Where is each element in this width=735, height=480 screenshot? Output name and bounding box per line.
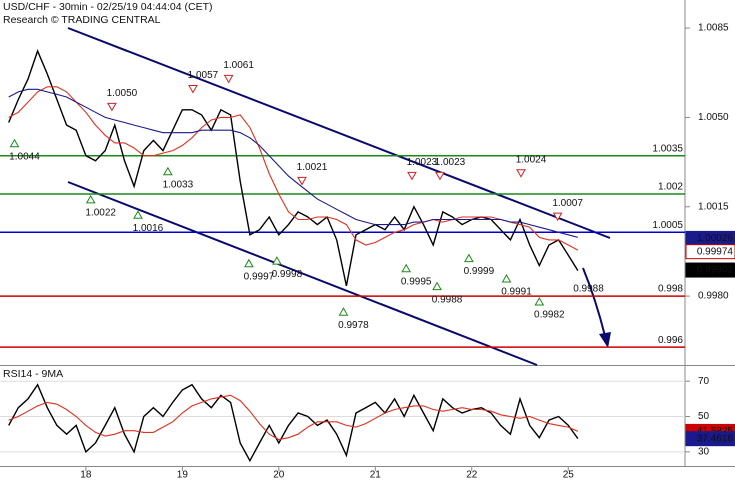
last-value-label: 37.4616: [697, 433, 734, 444]
annotation-label: 1.0007: [552, 198, 583, 209]
y-tick-label: 1.0085: [698, 23, 729, 34]
support-marker: [464, 253, 474, 263]
last-value-box: [685, 262, 735, 278]
resistance-marker: [297, 176, 307, 186]
support-marker: [534, 296, 545, 306]
annotation-label: 1.0022: [85, 208, 116, 219]
support-marker: [401, 263, 412, 273]
resistance-marker: [407, 171, 417, 181]
support-marker: [85, 194, 96, 204]
target-label: 0.9988: [573, 283, 604, 294]
support-marker: [163, 166, 173, 176]
x-tick-label: 18: [80, 470, 92, 480]
annotation-label: 0.9998: [272, 269, 303, 280]
y-tick-label: 70: [698, 376, 710, 387]
x-tick-label: 20: [273, 470, 285, 480]
series-line: [8, 383, 579, 463]
resistance-marker: [107, 102, 117, 112]
x-tick-label: 25: [563, 470, 575, 480]
annotation-label: 1.0016: [133, 223, 164, 234]
resistance-marker: [223, 74, 234, 84]
forecast-arrow: [582, 267, 606, 337]
annotation-label: 0.9999: [464, 266, 495, 277]
resistance-marker: [188, 85, 198, 94]
level-label: 0.998: [658, 284, 683, 295]
annotation-label: 0.9991: [501, 287, 532, 298]
annotation-label: 1.0023: [407, 157, 438, 168]
upper-channel-line: [67, 27, 611, 239]
annotation-label: 1.0023: [435, 157, 466, 168]
support-marker: [272, 256, 282, 265]
y-tick-label: 1.0015: [698, 201, 729, 212]
resistance-marker: [435, 171, 445, 181]
forecast-arrowhead: [599, 332, 611, 348]
support-marker: [338, 307, 349, 316]
lower-channel-line: [67, 181, 538, 366]
resistance-marker: [516, 169, 526, 178]
x-tick-label: 19: [177, 470, 189, 480]
last-value-label: 0.99974: [697, 246, 734, 257]
x-tick-label: 22: [466, 470, 478, 480]
series-line: [8, 394, 579, 441]
last-value-label: 1.00026: [697, 233, 734, 244]
annotation-label: 1.0024: [516, 154, 547, 165]
chart-subtitle: Research © TRADING CENTRAL: [3, 14, 161, 26]
y-tick-label: 0.9980: [698, 291, 729, 302]
annotation-label: 0.9978: [338, 320, 369, 331]
series-line: [8, 86, 579, 251]
support-marker: [432, 281, 442, 291]
last-value-box: [685, 244, 735, 260]
rsi-title: RSI14 - 9MA: [3, 368, 63, 380]
y-tick-label: 50: [698, 411, 710, 422]
annotation-label: 1.0057: [188, 70, 219, 81]
resistance-marker: [552, 212, 563, 222]
last-value-label: 0.99902: [697, 265, 734, 276]
last-value-box: [685, 431, 735, 447]
level-label: 1.002: [658, 182, 683, 193]
annotation-label: 1.0061: [223, 60, 254, 71]
y-tick-label: 1.0050: [698, 112, 729, 123]
support-marker: [133, 210, 143, 219]
annotation-label: 0.9997: [244, 271, 275, 282]
support-marker: [244, 258, 254, 268]
annotation-label: 1.0050: [107, 88, 138, 99]
level-label: 1.0005: [652, 220, 683, 231]
annotation-label: 1.0033: [163, 179, 194, 190]
chart-title: USD/CHF - 30min - 02/25/19 04:44:04 (CET…: [3, 1, 213, 13]
level-label: 0.996: [658, 335, 683, 346]
annotation-label: 0.9988: [432, 294, 463, 305]
series-line: [8, 88, 579, 238]
y-tick-label: 30: [698, 447, 710, 458]
annotation-label: 0.9982: [534, 310, 565, 321]
annotation-label: 0.9995: [401, 276, 432, 287]
annotation-label: 1.0021: [297, 162, 328, 173]
level-label: 1.0035: [652, 143, 683, 154]
support-marker: [501, 273, 512, 283]
annotation-label: 1.0044: [9, 151, 40, 162]
x-tick-label: 21: [370, 470, 382, 480]
support-marker: [9, 138, 20, 148]
